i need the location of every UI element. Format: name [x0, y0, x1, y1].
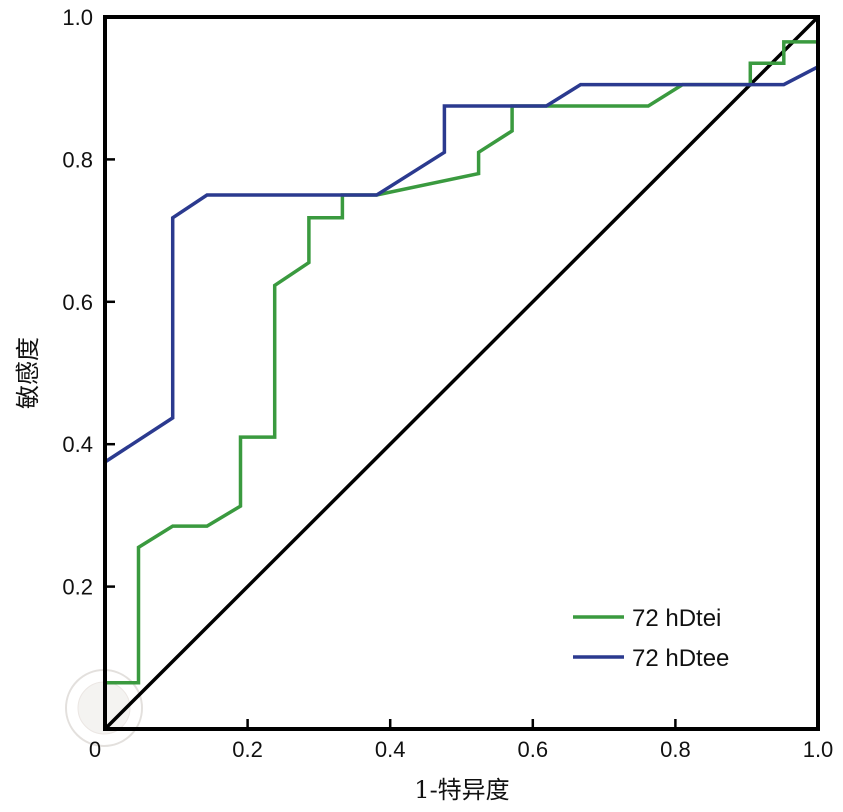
- y-tick-label: 0.4: [62, 432, 93, 457]
- x-tick-labels: 0 0.2 0.4 0.6 0.8 1.0: [89, 737, 833, 762]
- plot-frame: [103, 15, 820, 731]
- y-tick-labels: 0.2 0.4 0.6 0.8 1.0: [62, 5, 93, 600]
- y-tick-label: 0.8: [62, 147, 93, 172]
- y-tick-label: 0.6: [62, 290, 93, 315]
- legend: 72 hDtei 72 hDtee: [573, 605, 729, 672]
- y-tick-label: 1.0: [62, 5, 93, 30]
- series-layer: [104, 40, 819, 685]
- x-tick-label: 0.2: [232, 737, 263, 762]
- x-axis-title: 1-特异度: [414, 776, 509, 804]
- x-tick-label: 0.6: [518, 737, 549, 762]
- x-tick-label: 0.4: [375, 737, 406, 762]
- x-tick-label: 1.0: [803, 737, 834, 762]
- legend-label: 72 hDtee: [632, 645, 729, 672]
- x-tick-label: 0: [89, 737, 101, 762]
- y-tick-label: 0.2: [62, 575, 93, 600]
- y-axis-title: 敏感度: [14, 337, 42, 409]
- legend-label: 72 hDtei: [632, 605, 721, 632]
- series-line-1: [105, 40, 818, 685]
- x-tick-label: 0.8: [660, 737, 691, 762]
- reference-diagonal: [103, 15, 820, 731]
- series-line-2: [104, 65, 819, 464]
